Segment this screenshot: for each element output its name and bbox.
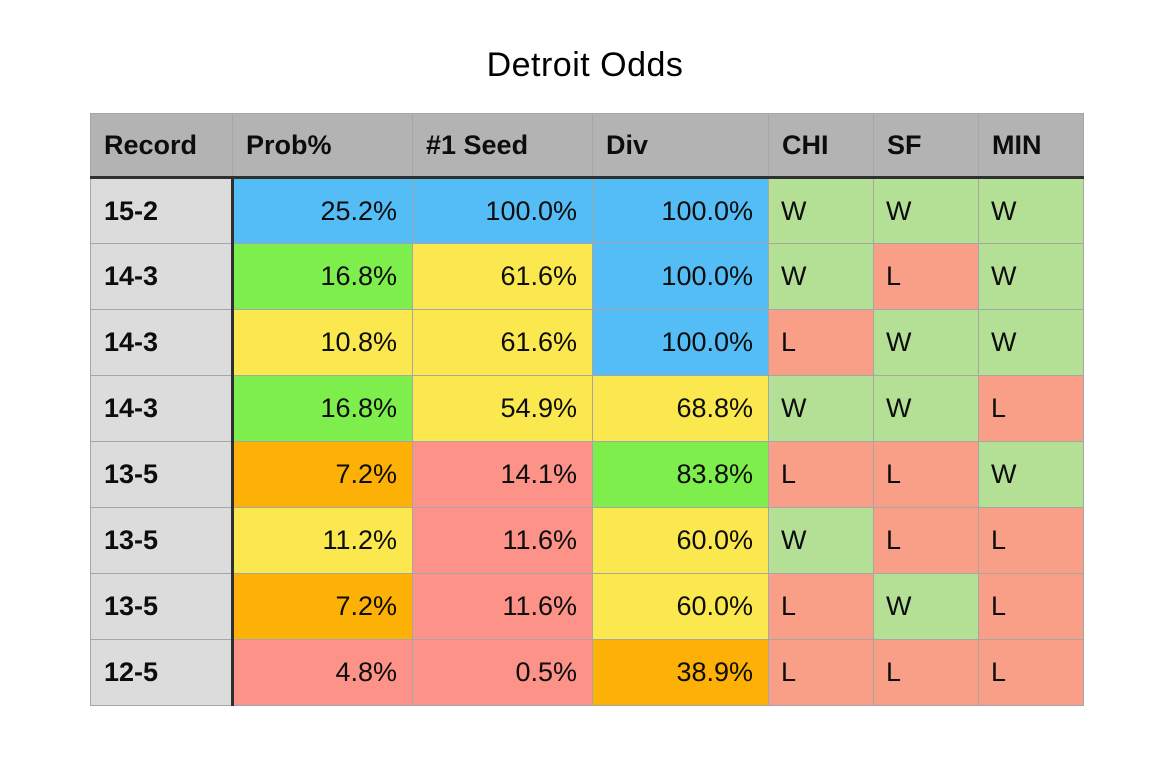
record-cell: 13-5 [90, 441, 234, 508]
table-row: 14-3 10.8% 61.6% 100.0% L W W [90, 309, 1084, 376]
seed-cell: 14.1% [412, 441, 593, 508]
table-row: 14-3 16.8% 54.9% 68.8% W W L [90, 375, 1084, 442]
col-header-prob: Prob% [232, 113, 413, 179]
div-cell: 38.9% [592, 639, 769, 706]
sf-result-cell: W [873, 177, 979, 244]
table-row: 15-2 25.2% 100.0% 100.0% W W W [90, 177, 1084, 244]
record-cell: 14-3 [90, 375, 234, 442]
seed-cell: 0.5% [412, 639, 593, 706]
sf-result-cell: W [873, 375, 979, 442]
col-header-div: Div [592, 113, 769, 179]
record-cell: 15-2 [90, 177, 234, 244]
chi-result-cell: W [768, 507, 874, 574]
div-cell: 100.0% [592, 309, 769, 376]
seed-cell: 61.6% [412, 243, 593, 310]
div-cell: 60.0% [592, 573, 769, 640]
record-cell: 14-3 [90, 309, 234, 376]
min-result-cell: L [978, 573, 1084, 640]
page-title: Detroit Odds [486, 46, 684, 84]
seed-cell: 100.0% [412, 177, 593, 244]
sf-result-cell: L [873, 639, 979, 706]
div-cell: 100.0% [592, 177, 769, 244]
min-result-cell: L [978, 639, 1084, 706]
chi-result-cell: L [768, 309, 874, 376]
record-cell: 13-5 [90, 507, 234, 574]
col-header-seed: #1 Seed [412, 113, 593, 179]
prob-cell: 16.8% [232, 375, 413, 442]
prob-cell: 11.2% [232, 507, 413, 574]
chi-result-cell: W [768, 243, 874, 310]
prob-cell: 25.2% [232, 177, 413, 244]
min-result-cell: W [978, 177, 1084, 244]
seed-cell: 61.6% [412, 309, 593, 376]
seed-cell: 11.6% [412, 573, 593, 640]
min-result-cell: W [978, 309, 1084, 376]
min-result-cell: L [978, 507, 1084, 574]
min-result-cell: W [978, 441, 1084, 508]
col-header-chi: CHI [768, 113, 874, 179]
prob-cell: 7.2% [232, 573, 413, 640]
chi-result-cell: L [768, 639, 874, 706]
chi-result-cell: W [768, 177, 874, 244]
header-row: Record Prob% #1 Seed Div CHI SF MIN [90, 113, 1084, 179]
table-body: 15-2 25.2% 100.0% 100.0% W W W 14-3 16.8% 61.6% 10… [90, 177, 1084, 706]
record-cell: 12-5 [90, 639, 234, 706]
table-row: 13-5 7.2% 14.1% 83.8% L L W [90, 441, 1084, 508]
col-header-record: Record [90, 113, 233, 179]
sf-result-cell: W [873, 573, 979, 640]
seed-cell: 54.9% [412, 375, 593, 442]
table-row: 13-5 7.2% 11.6% 60.0% L W L [90, 573, 1084, 640]
table-row: 13-5 11.2% 11.6% 60.0% W L L [90, 507, 1084, 574]
prob-cell: 7.2% [232, 441, 413, 508]
record-cell: 14-3 [90, 243, 234, 310]
div-cell: 83.8% [592, 441, 769, 508]
min-result-cell: W [978, 243, 1084, 310]
seed-cell: 11.6% [412, 507, 593, 574]
prob-cell: 16.8% [232, 243, 413, 310]
div-cell: 100.0% [592, 243, 769, 310]
col-header-min: MIN [978, 113, 1084, 179]
table-row: 12-5 4.8% 0.5% 38.9% L L L [90, 639, 1084, 706]
odds-table: Record Prob% #1 Seed Div CHI SF MIN 15-2… [90, 113, 1084, 706]
record-cell: 13-5 [90, 573, 234, 640]
div-cell: 68.8% [592, 375, 769, 442]
sf-result-cell: L [873, 507, 979, 574]
col-header-sf: SF [873, 113, 979, 179]
table-row: 14-3 16.8% 61.6% 100.0% W L W [90, 243, 1084, 310]
sf-result-cell: W [873, 309, 979, 376]
min-result-cell: L [978, 375, 1084, 442]
prob-cell: 4.8% [232, 639, 413, 706]
sf-result-cell: L [873, 441, 979, 508]
sf-result-cell: L [873, 243, 979, 310]
chi-result-cell: L [768, 573, 874, 640]
prob-cell: 10.8% [232, 309, 413, 376]
chi-result-cell: L [768, 441, 874, 508]
chi-result-cell: W [768, 375, 874, 442]
div-cell: 60.0% [592, 507, 769, 574]
